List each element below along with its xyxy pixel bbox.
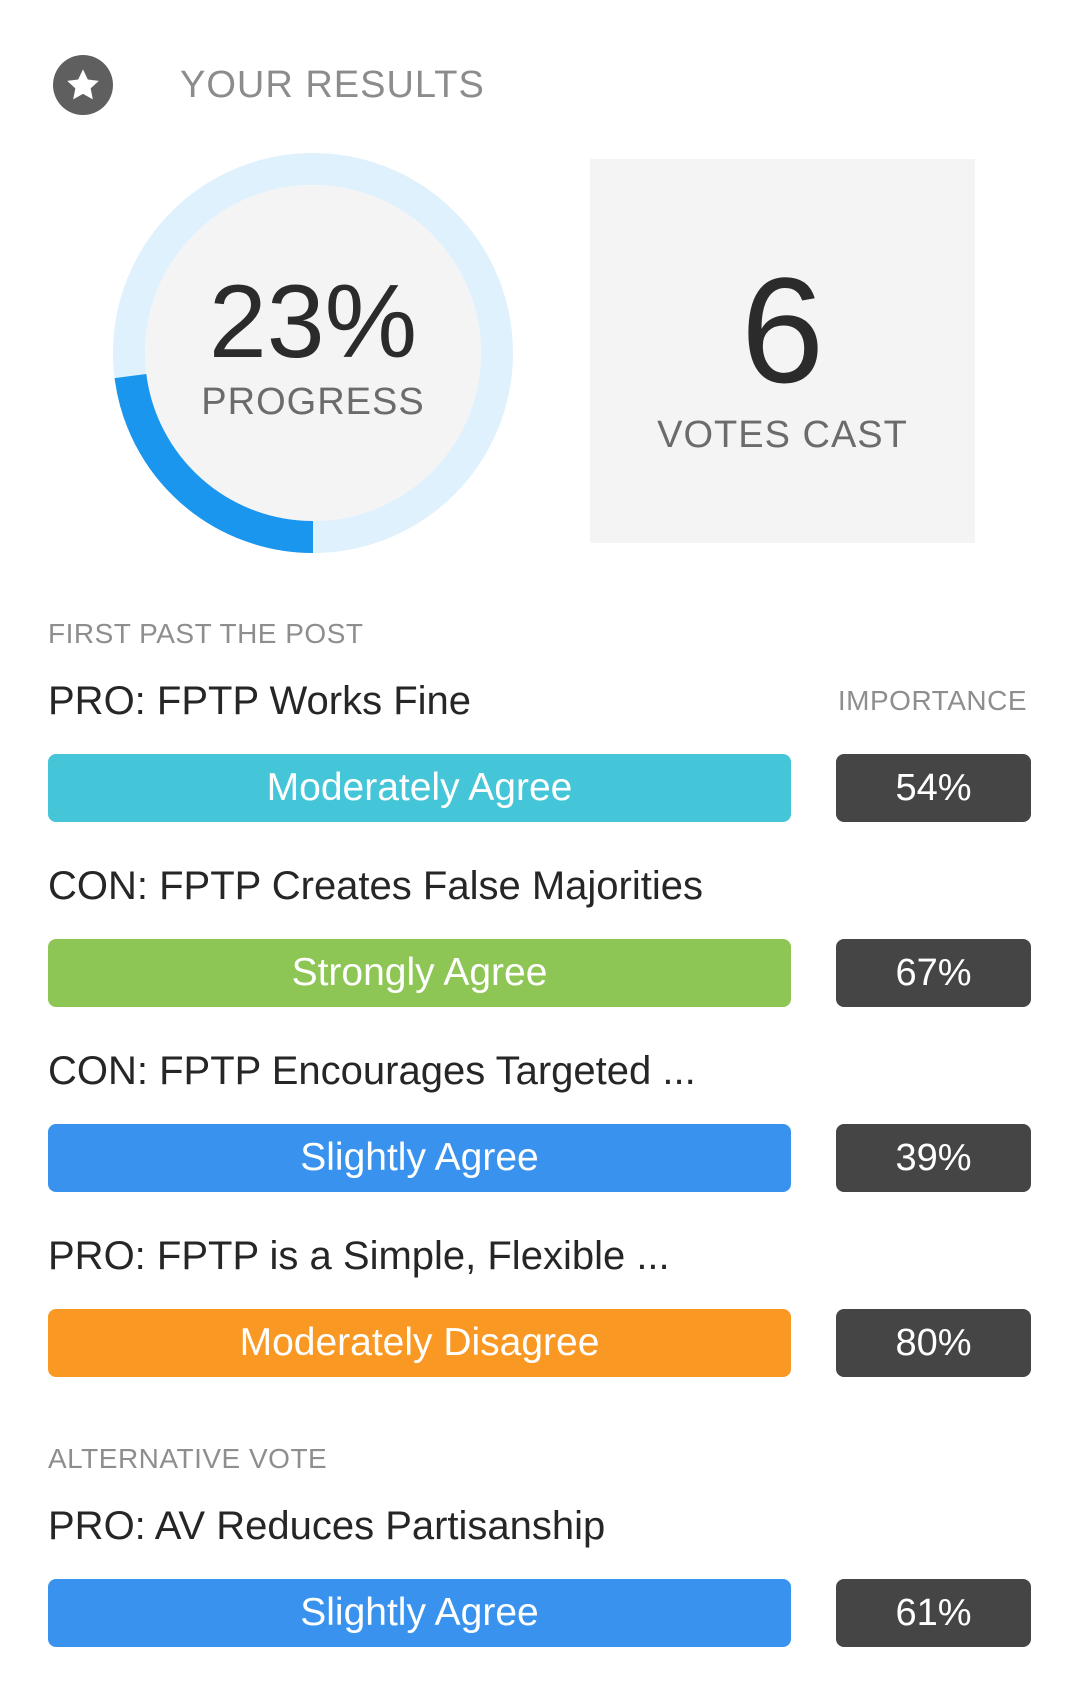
progress-value: 23%: [208, 264, 418, 380]
statement-title: CON: FPTP Encourages Targeted ...: [48, 1049, 696, 1093]
statement-title: CON: FPTP Creates False Majorities: [48, 864, 703, 908]
opinion-bar[interactable]: Moderately Agree: [48, 754, 791, 822]
section-heading-av: ALTERNATIVE VOTE: [48, 1443, 328, 1474]
opinion-bar[interactable]: Moderately Disagree: [48, 1309, 791, 1377]
opinion-bar[interactable]: Slightly Agree: [48, 1124, 791, 1192]
votes-cast-value: 6: [740, 246, 825, 414]
page-title: YOUR RESULTS: [180, 64, 485, 106]
opinion-bar[interactable]: Slightly Agree: [48, 1579, 791, 1647]
importance-value[interactable]: 80%: [836, 1309, 1031, 1377]
progress-label: PROGRESS: [201, 381, 425, 423]
progress-readout: 23% PROGRESS: [113, 153, 513, 553]
opinion-bar[interactable]: Strongly Agree: [48, 939, 791, 1007]
progress-ring: [113, 153, 513, 553]
progress-ring-fill: [114, 373, 314, 553]
votes-cast-card: 6 VOTES CAST: [590, 159, 975, 543]
votes-cast-label: VOTES CAST: [657, 414, 908, 456]
importance-value[interactable]: 54%: [836, 754, 1031, 822]
importance-value[interactable]: 67%: [836, 939, 1031, 1007]
importance-value[interactable]: 61%: [836, 1579, 1031, 1647]
star-icon: [53, 55, 113, 115]
importance-heading: IMPORTANCE: [837, 685, 1027, 716]
importance-value[interactable]: 39%: [836, 1124, 1031, 1192]
progress-ring-inner: [145, 185, 481, 521]
statement-title: PRO: AV Reduces Partisanship: [48, 1504, 606, 1548]
section-heading-fptp: FIRST PAST THE POST: [48, 618, 364, 649]
statement-title: PRO: FPTP Works Fine: [48, 679, 472, 723]
statement-title: PRO: FPTP is a Simple, Flexible ...: [48, 1234, 670, 1278]
